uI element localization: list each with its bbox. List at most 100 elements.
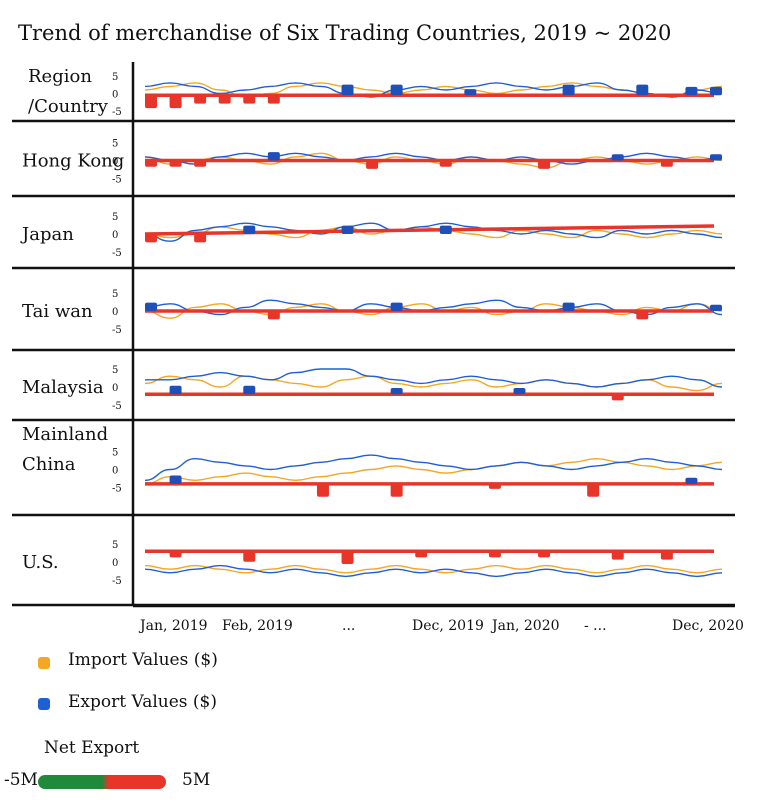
import-legend-label: Import Values ($) xyxy=(68,650,218,670)
export-legend-label: Export Values ($) xyxy=(68,692,217,712)
row-taiwan: Tai wan 5 0 -5 xyxy=(22,289,723,336)
positive-net-mark xyxy=(390,388,403,395)
row-label: Hong Kong xyxy=(22,151,124,172)
x-tick-label: Feb, 2019 xyxy=(222,618,293,634)
y-tick-label: -5 xyxy=(112,484,122,495)
export-series-line xyxy=(144,564,723,578)
positive-net-mark xyxy=(341,84,354,96)
positive-net-mark xyxy=(341,225,354,234)
negative-net-mark xyxy=(194,160,207,167)
row-label: Japan xyxy=(20,224,74,245)
import-series-line xyxy=(144,457,723,485)
negative-net-mark xyxy=(611,551,624,560)
negative-net-mark xyxy=(488,483,501,489)
row-label: Region xyxy=(28,66,92,87)
negative-net-mark xyxy=(218,95,231,104)
y-tick-label: 5 xyxy=(112,72,118,83)
negative-net-mark xyxy=(267,311,280,320)
x-tick-label: - ... xyxy=(584,618,607,634)
positive-net-mark xyxy=(439,225,452,234)
positive-net-mark xyxy=(169,385,182,395)
negative-net-mark xyxy=(194,234,207,243)
y-tick-label: -5 xyxy=(112,576,122,587)
net-export-line xyxy=(144,224,715,236)
negative-net-mark xyxy=(636,311,649,320)
export-series-line xyxy=(144,222,723,242)
positive-net-mark xyxy=(710,154,722,161)
row-label: Mainland xyxy=(22,424,108,445)
x-tick-label: ... xyxy=(342,618,355,634)
y-tick-label: -5 xyxy=(112,325,122,336)
y-tick-label: 5 xyxy=(112,365,118,376)
y-tick-label: 0 xyxy=(112,157,118,168)
positive-net-mark xyxy=(145,302,157,311)
chart-title: Trend of merchandise of Six Trading Coun… xyxy=(18,21,671,45)
positive-net-mark xyxy=(464,89,477,96)
export-series-line xyxy=(144,82,723,98)
y-tick-label: 5 xyxy=(112,212,118,223)
x-tick-label: Dec, 2019 xyxy=(412,618,484,634)
net-export-gradient-bar xyxy=(38,775,166,789)
row-region-country-summary: Region/Country 5 0 -5 xyxy=(28,66,723,118)
row-u-s-: U.S. 5 0 -5 xyxy=(22,540,723,587)
negative-net-mark xyxy=(145,234,157,243)
positive-net-mark xyxy=(636,84,649,96)
row-label: China xyxy=(22,454,76,475)
row-label: U.S. xyxy=(22,552,59,573)
negative-net-mark xyxy=(587,483,600,497)
y-tick-label: 5 xyxy=(112,139,118,150)
negative-net-mark xyxy=(341,551,354,564)
net-export-max-label: 5M xyxy=(182,770,211,790)
y-tick-label: 0 xyxy=(112,558,118,569)
y-tick-label: -5 xyxy=(112,175,122,186)
export-series-line xyxy=(144,368,723,388)
import-legend-swatch xyxy=(38,657,50,669)
negative-net-mark xyxy=(415,551,428,558)
net-export-legend-title: Net Export xyxy=(44,738,140,758)
y-tick-label: -5 xyxy=(112,248,122,259)
y-tick-label: 5 xyxy=(112,448,118,459)
negative-net-mark xyxy=(169,551,182,558)
negative-net-mark xyxy=(660,551,673,560)
x-tick-label: Jan, 2020 xyxy=(490,618,560,634)
positive-net-mark xyxy=(685,477,698,484)
x-tick-label: Jan, 2019 xyxy=(138,618,208,634)
y-tick-label: 0 xyxy=(112,230,118,241)
positive-net-mark xyxy=(267,152,280,161)
negative-net-mark xyxy=(145,160,157,167)
y-tick-label: -5 xyxy=(112,401,122,412)
negative-net-mark xyxy=(267,95,280,104)
negative-net-mark xyxy=(538,551,551,558)
y-tick-label: 5 xyxy=(112,289,118,300)
row-japan: Japan 5 0 -5 xyxy=(20,212,723,259)
negative-net-mark xyxy=(488,551,501,558)
export-series-line xyxy=(144,152,723,165)
positive-net-mark xyxy=(710,304,722,311)
x-tick-label: Dec, 2020 xyxy=(672,618,744,634)
positive-net-mark xyxy=(685,86,698,96)
net-export-legend-bar xyxy=(38,775,166,789)
negative-net-mark xyxy=(439,160,452,167)
positive-net-mark xyxy=(169,475,182,484)
export-series-line xyxy=(144,454,723,481)
import-series-line xyxy=(144,375,723,392)
negative-net-mark xyxy=(169,95,182,109)
row-label: Tai wan xyxy=(22,301,93,322)
row-malaysia: Malaysia 5 0 -5 xyxy=(22,365,723,412)
positive-net-mark xyxy=(562,84,575,96)
negative-net-mark xyxy=(145,95,157,109)
y-tick-label: 5 xyxy=(112,540,118,551)
negative-net-mark xyxy=(169,160,182,167)
row-label: Malaysia xyxy=(22,377,104,398)
positive-net-mark xyxy=(513,388,526,395)
y-tick-label: 0 xyxy=(112,307,118,318)
x-axis-ticks: Jan, 2019 Feb, 2019... Dec, 2019 Jan, 2020 -… xyxy=(133,604,744,634)
chart-frame xyxy=(12,62,735,607)
row-label: /Country xyxy=(28,96,109,117)
y-tick-label: -5 xyxy=(112,107,122,118)
positive-net-mark xyxy=(243,225,256,234)
y-tick-label: 0 xyxy=(112,466,118,477)
